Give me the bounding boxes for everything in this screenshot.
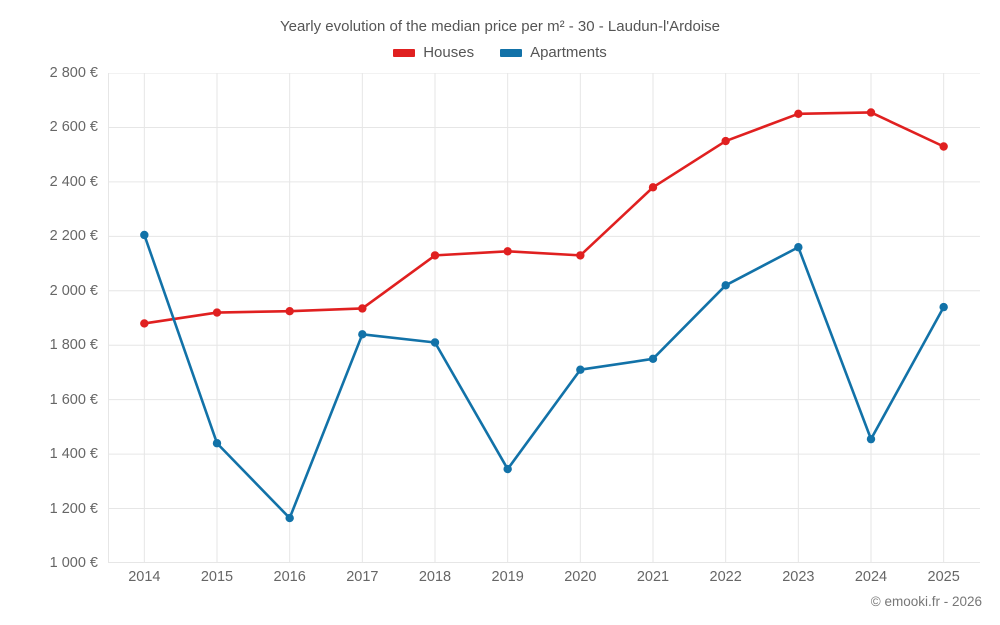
data-point-houses-2021[interactable] <box>648 183 658 192</box>
legend-swatch-houses <box>393 48 416 57</box>
x-axis-tick-label-2025: 2025 <box>927 569 960 585</box>
data-point-apartments-2024[interactable] <box>866 434 876 444</box>
data-point-houses-2016[interactable] <box>285 306 294 316</box>
x-axis-tick-label-2020: 2020 <box>564 569 597 585</box>
data-point-houses-2019[interactable] <box>503 247 512 256</box>
y-axis-tick-label: 2 000 € <box>49 282 98 299</box>
x-axis-tick-label-2015: 2015 <box>200 569 234 585</box>
data-point-houses-2024[interactable] <box>866 108 876 117</box>
x-axis-tick-label-2021: 2021 <box>636 569 670 585</box>
data-point-apartments-2016[interactable] <box>285 513 294 523</box>
y-axis-tick-label: 1 400 € <box>49 446 98 463</box>
data-point-apartments-2018[interactable] <box>430 338 440 347</box>
data-point-apartments-2015[interactable] <box>212 439 222 448</box>
legend-label-houses: Houses <box>423 44 475 61</box>
data-point-houses-2023[interactable] <box>794 109 803 119</box>
x-axis-tick-label-2019: 2019 <box>491 569 524 585</box>
y-axis-labels: 2 800 € 2 600 € 2 400 € 2 200 € 2 000 € 1 800… <box>0 65 98 571</box>
legend-swatch-apartments <box>500 48 523 57</box>
legend-item-houses[interactable]: Houses <box>393 45 474 60</box>
x-axis-tick-label-2022: 2022 <box>709 569 742 585</box>
series-line-apartments <box>143 233 945 520</box>
legend-label-apartments: Apartments <box>530 44 607 61</box>
legend-item-apartments[interactable]: Apartments <box>500 45 607 60</box>
y-axis-tick-label: 1 000 € <box>49 555 98 571</box>
plot-area <box>108 73 980 563</box>
chart-title: Yearly evolution of the median price per… <box>279 18 721 35</box>
data-point-apartments-2025[interactable] <box>939 302 948 312</box>
x-axis-tick-label-2016: 2016 <box>273 569 306 585</box>
y-axis-tick-label: 2 200 € <box>49 228 98 245</box>
chart-legend: Houses Apartments <box>0 45 1000 60</box>
x-axis-tick-label-2018: 2018 <box>418 569 452 585</box>
y-axis-tick-label: 2 800 € <box>49 65 98 81</box>
x-axis-tick-label-2023: 2023 <box>782 569 815 585</box>
x-axis-tick-label-2014: 2014 <box>128 569 161 585</box>
data-point-houses-2015[interactable] <box>212 308 222 317</box>
y-axis-tick-label: 1 800 € <box>49 337 98 354</box>
data-point-houses-2018[interactable] <box>430 251 440 260</box>
credit-text: © emooki.fr - 2026 <box>870 594 982 609</box>
data-point-apartments-2020[interactable] <box>576 365 585 374</box>
y-axis-tick-label: 2 600 € <box>49 119 98 136</box>
data-point-houses-2022[interactable] <box>721 136 730 146</box>
data-point-houses-2014[interactable] <box>140 319 149 328</box>
data-point-apartments-2021[interactable] <box>648 354 658 364</box>
data-point-apartments-2019[interactable] <box>503 464 512 474</box>
y-axis-tick-label: 2 400 € <box>49 173 98 190</box>
data-point-apartments-2014[interactable] <box>140 230 149 240</box>
series-line-houses <box>143 111 945 325</box>
data-point-houses-2017[interactable] <box>358 304 367 313</box>
data-point-apartments-2023[interactable] <box>794 243 803 252</box>
x-axis-labels: 2014 2015 2016 2017 2018 2019 2020 2021 2022 2023… <box>108 563 980 593</box>
x-axis-tick-label-2024: 2024 <box>854 569 888 585</box>
data-point-houses-2025[interactable] <box>939 142 948 151</box>
x-axis-tick-label-2017: 2017 <box>346 569 379 585</box>
plot-svg <box>108 73 980 563</box>
data-point-apartments-2022[interactable] <box>721 281 730 290</box>
y-axis-tick-label: 1 200 € <box>49 500 98 517</box>
y-axis-tick-label: 1 600 € <box>49 391 98 408</box>
data-point-apartments-2017[interactable] <box>358 330 367 339</box>
data-point-houses-2020[interactable] <box>576 251 585 260</box>
